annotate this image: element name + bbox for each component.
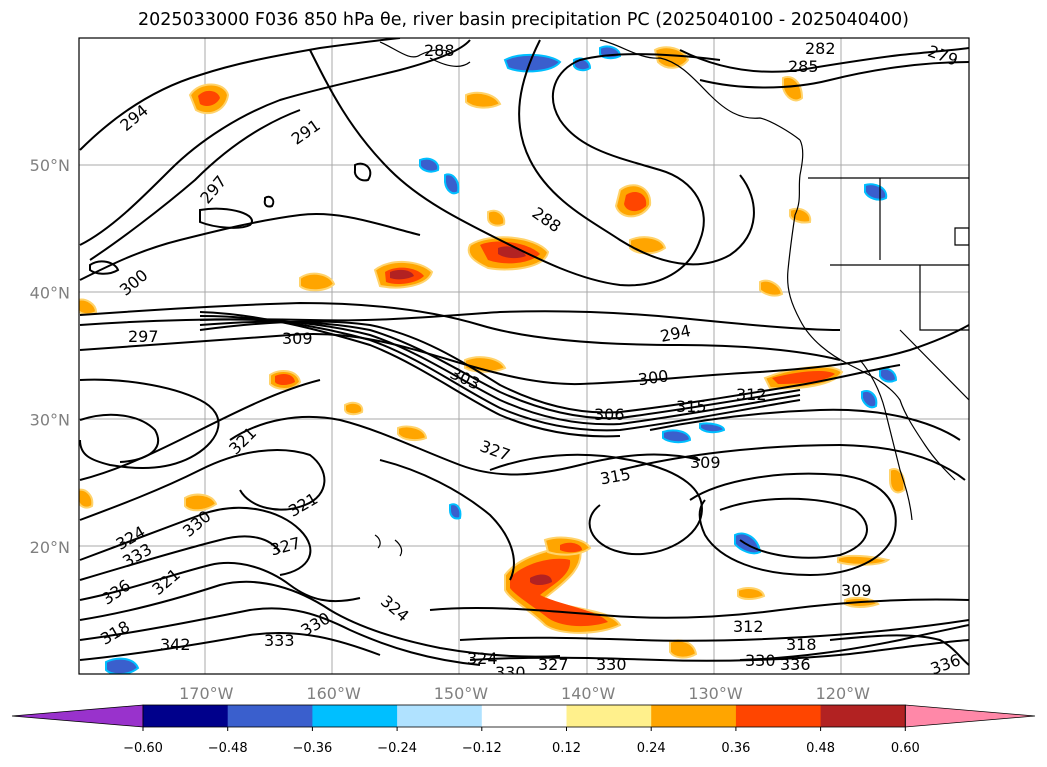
contour-label: 282 — [805, 39, 836, 58]
precipitation-shading — [79, 45, 906, 674]
latitude-labels: 50°N 40°N 30°N 20°N — [30, 156, 70, 557]
lon-label: 170°W — [179, 684, 234, 703]
colorbar-tick-label: −0.36 — [292, 741, 332, 756]
contour-label: 315 — [676, 397, 707, 416]
contour-label: 300 — [637, 366, 670, 389]
lat-label: 30°N — [30, 411, 70, 430]
contour-label: 342 — [160, 635, 191, 654]
colorbar-swatch — [651, 705, 737, 727]
lon-label: 130°W — [688, 684, 743, 703]
colorbar-extend-low — [11, 704, 144, 728]
contour-label: 285 — [788, 57, 819, 76]
colorbar-swatch — [735, 705, 822, 727]
contour-label: 324 — [467, 649, 498, 668]
contour-label: 318 — [786, 635, 817, 654]
lat-label: 50°N — [30, 156, 70, 175]
colorbar-ticks: −0.60 −0.48 −0.36 −0.24 −0.12 0.12 0.24 0.36 0.4… — [123, 727, 920, 756]
colorbar-tick-label: 0.60 — [891, 741, 920, 756]
contour-label: 309 — [841, 581, 872, 600]
contour-label: 312 — [733, 617, 764, 636]
lon-label: 160°W — [306, 684, 361, 703]
map-frame — [78, 37, 970, 675]
contour-label: 288 — [424, 41, 455, 60]
colorbar-swatch — [566, 705, 652, 727]
contour-label: 309 — [690, 453, 721, 472]
lat-label: 20°N — [30, 538, 70, 557]
colorbar-tick-label: 0.48 — [806, 741, 835, 756]
contour-label: 312 — [736, 385, 767, 404]
contour-label: 306 — [594, 405, 625, 424]
contour-label: 330 — [596, 655, 627, 674]
colorbar-tick-label: 0.24 — [637, 741, 666, 756]
contour-label: 333 — [264, 631, 295, 650]
lon-label: 120°W — [816, 684, 871, 703]
colorbar-swatch — [820, 705, 906, 727]
colorbar-tick-label: −0.12 — [462, 741, 502, 756]
colorbar-tick-label: 0.36 — [721, 741, 750, 756]
colorbar-extend-high — [904, 704, 1036, 728]
map-title: 2025033000 F036 850 hPa θe, river basin … — [138, 10, 909, 30]
longitude-labels: 170°W 160°W 150°W 140°W 130°W 120°W — [179, 684, 870, 703]
contour-label: 330 — [745, 651, 776, 670]
colorbar-tick-label: −0.60 — [123, 741, 163, 756]
graticule — [79, 38, 969, 674]
colorbar-tick-label: −0.24 — [377, 741, 417, 756]
colorbar-tick-label: −0.48 — [208, 741, 248, 756]
colorbar-swatch — [143, 705, 229, 727]
colorbar-swatch — [481, 705, 567, 727]
contour-label: 336 — [780, 655, 811, 674]
lon-label: 140°W — [561, 684, 616, 703]
colorbar-tick-label: 0.12 — [552, 741, 581, 756]
contour-label: 330 — [495, 663, 526, 682]
contour-label: 309 — [282, 329, 313, 348]
contour-label: 297 — [128, 327, 159, 346]
lon-label: 150°W — [434, 684, 489, 703]
colorbar-swatch — [312, 705, 398, 727]
colorbar-swatch — [227, 705, 313, 727]
lat-label: 40°N — [30, 283, 70, 302]
colorbar — [11, 704, 1036, 728]
theta-e-contours — [79, 38, 969, 666]
contour-label: 327 — [538, 655, 569, 674]
colorbar-swatch — [397, 705, 483, 727]
colorbar-outline — [142, 704, 906, 728]
